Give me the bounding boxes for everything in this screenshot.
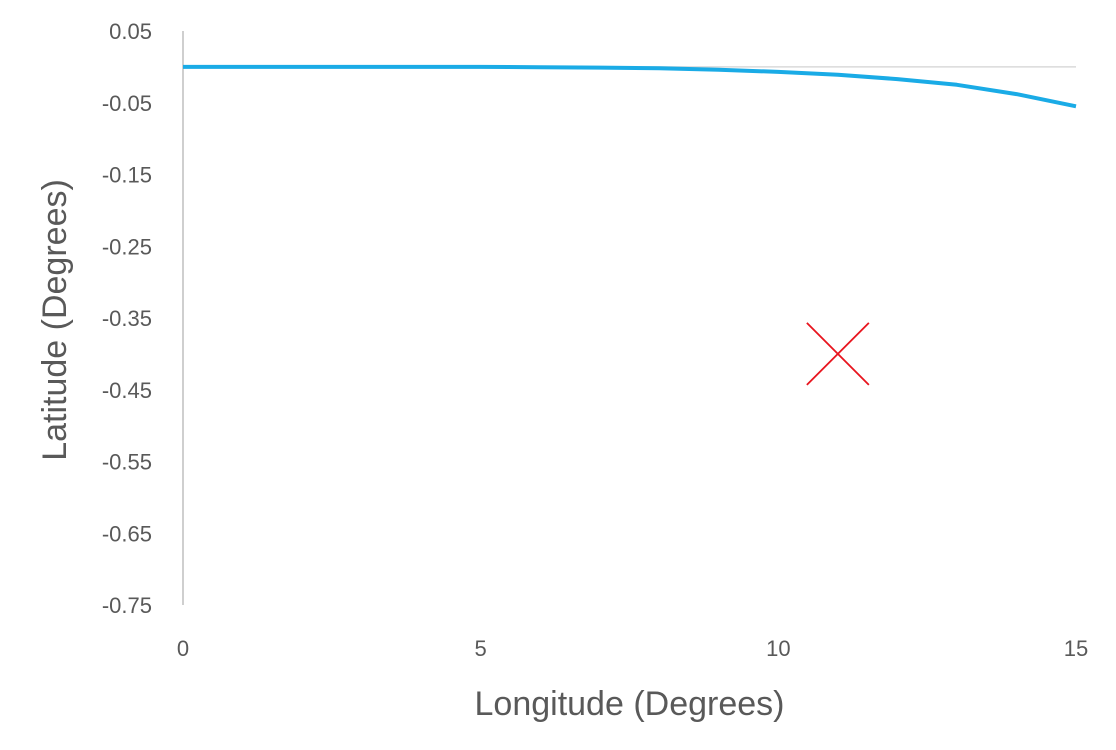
series xyxy=(183,64,1077,386)
x-marker-stroke-2 xyxy=(806,322,870,386)
y-tick-label: -0.25 xyxy=(102,234,152,259)
x-tick-label: 5 xyxy=(475,636,487,661)
x-marker-point xyxy=(806,322,870,386)
x-tick-label: 15 xyxy=(1064,636,1088,661)
y-tick-label: -0.35 xyxy=(102,306,152,331)
y-tick-label: 0.05 xyxy=(109,19,152,44)
x-tick-label: 0 xyxy=(177,636,189,661)
y-tick-label: -0.75 xyxy=(102,593,152,618)
y-tick-labels: 0.05 -0.05 -0.15 -0.25 -0.35 -0.45 -0.55 -0.65 -… xyxy=(102,19,152,618)
y-tick-label: -0.55 xyxy=(102,450,152,475)
y-tick-label: -0.65 xyxy=(102,521,152,546)
x-tick-labels: 0 5 10 15 xyxy=(177,636,1088,661)
x-axis-title: Longitude (Degrees) xyxy=(475,685,785,723)
x-tick-label: 10 xyxy=(766,636,790,661)
y-tick-label: -0.05 xyxy=(102,91,152,116)
y-tick-label: -0.15 xyxy=(102,163,152,188)
series-line xyxy=(183,64,1077,109)
y-tick-label: -0.45 xyxy=(102,378,152,403)
y-axis-title: Latitude (Degrees) xyxy=(36,179,74,461)
